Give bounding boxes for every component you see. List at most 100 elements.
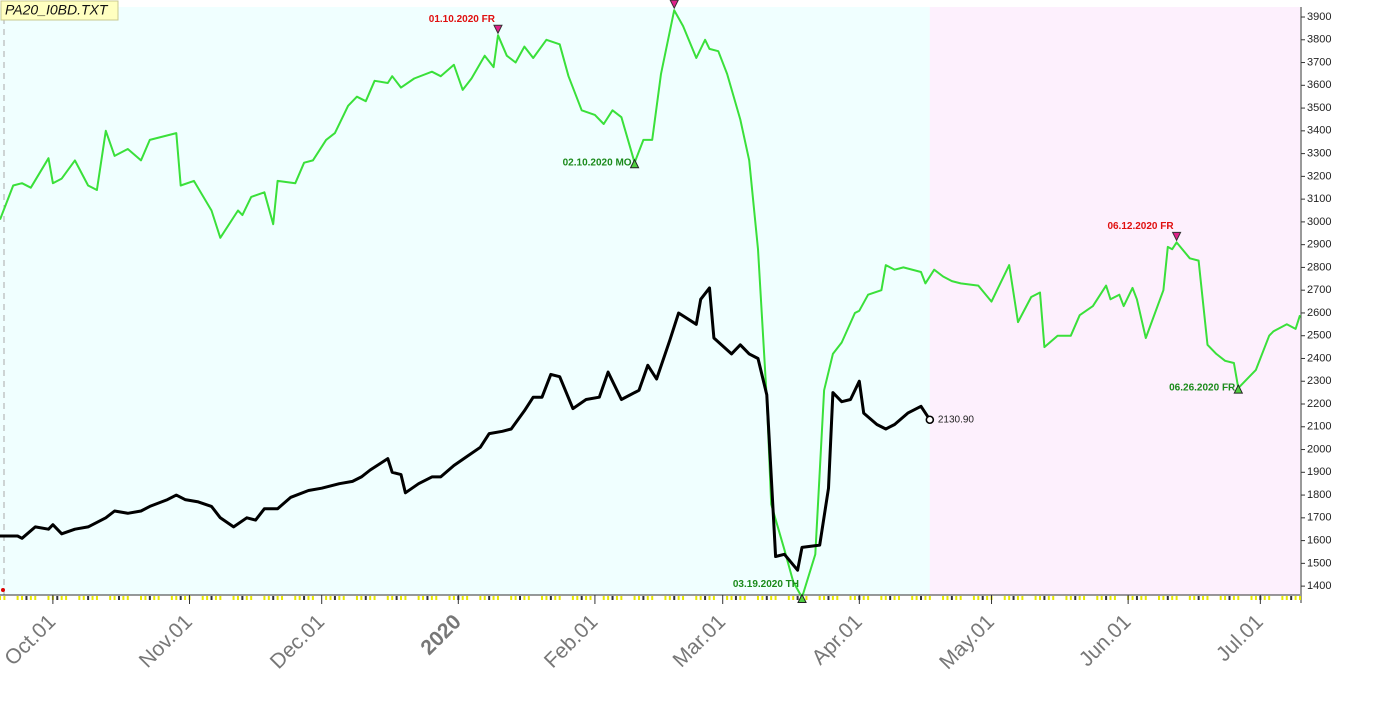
day-tick [1043,596,1046,600]
day-tick [404,596,407,600]
day-tick [942,596,945,600]
series-line [0,286,932,572]
day-tick [417,596,420,600]
day-tick [928,596,931,600]
day-tick [448,596,451,600]
day-tick [65,596,68,600]
y-tick-label: 2000 [1307,443,1331,455]
day-tick [479,596,482,600]
day-tick [734,596,737,600]
day-tick [1175,596,1178,600]
day-tick [955,596,958,600]
day-tick [360,596,363,600]
y-tick-label: 2200 [1307,398,1331,410]
title-box [0,0,119,21]
day-tick [695,596,698,600]
day-tick [250,596,253,600]
day-tick [298,596,301,600]
y-tick-label: 3000 [1307,216,1331,228]
day-tick [585,596,588,600]
day-tick [611,596,614,600]
day-tick [1047,596,1050,600]
day-tick [179,596,182,600]
day-tick [761,596,764,600]
day-tick [589,596,592,600]
day-tick [615,596,618,600]
day-tick [1281,596,1284,600]
day-tick [664,596,667,600]
day-tick [787,596,790,600]
day-tick [263,596,266,600]
peak-marker [1171,231,1182,242]
y-tick-label: 1600 [1307,534,1331,546]
day-tick [977,596,980,600]
day-tick [329,596,332,600]
day-tick [1299,596,1301,600]
day-tick [1105,596,1108,600]
day-tick [730,596,733,600]
day-tick [95,596,98,600]
day-tick [743,596,746,600]
day-tick [311,596,314,600]
day-tick [1268,596,1271,600]
day-tick [1193,596,1196,600]
y-tick-label: 3100 [1307,193,1331,205]
y-tick-label: 3200 [1307,170,1331,182]
y-tick-label: 2600 [1307,307,1331,319]
x-tick-label: Nov.01 [135,610,197,672]
day-tick [1188,596,1191,600]
y-tick-label: 1900 [1307,466,1331,478]
day-tick [1144,596,1147,600]
day-tick [1100,596,1103,600]
day-tick [232,596,235,600]
day-tick [880,596,883,600]
day-tick [726,596,729,600]
day-tick [827,596,830,600]
day-tick [981,596,984,600]
day-tick [682,596,685,600]
day-tick [1021,596,1024,600]
day-tick [668,596,671,600]
day-tick [1254,596,1257,600]
y-tick-label: 2400 [1307,352,1331,364]
day-tick [1263,596,1266,600]
series-line [0,9,1301,599]
shaded-region [929,7,1300,595]
day-tick [422,596,425,600]
day-tick [893,596,896,600]
day-tick [920,596,923,600]
day-tick [47,596,50,600]
day-tick [510,596,513,600]
day-tick [765,596,768,600]
day-tick [972,596,975,600]
day-tick [580,596,583,600]
day-tick [712,596,715,600]
y-tick-label: 1400 [1307,580,1331,592]
day-tick [373,596,376,600]
day-tick [1078,596,1081,600]
chart-title: PA20_I0BD.TXT [5,2,109,18]
day-tick [677,596,680,600]
x-tick-label: Feb.01 [540,610,603,673]
y-tick-label: 1500 [1307,557,1331,569]
day-tick [823,596,826,600]
day-tick [699,596,702,600]
day-tick [1228,596,1231,600]
day-tick [241,596,244,600]
day-tick [756,596,759,600]
x-tick-label: Oct.01 [0,610,60,670]
y-tick-label: 3400 [1307,125,1331,137]
day-tick [157,596,160,600]
day-tick [369,596,372,600]
day-tick [602,596,605,600]
origin-dot [1,588,5,592]
day-tick [620,596,623,600]
day-tick [109,596,112,600]
day-tick [25,596,28,600]
day-tick [805,596,808,600]
day-tick [236,596,239,600]
day-tick [91,596,94,600]
day-tick [1162,596,1165,600]
day-tick [986,596,989,600]
